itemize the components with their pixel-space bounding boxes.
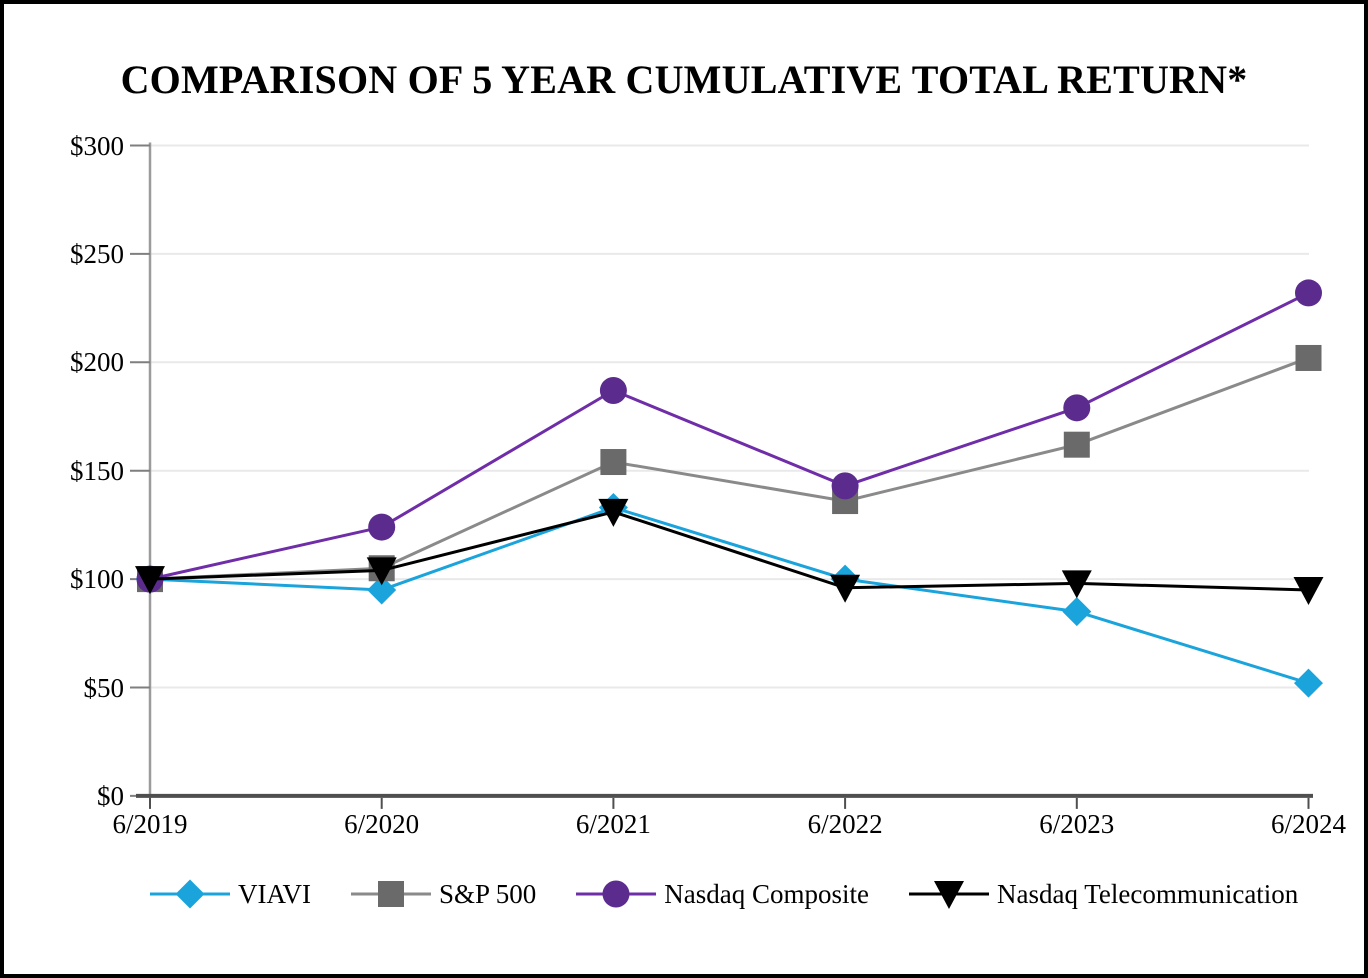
series-line-nasdaq-composite bbox=[149, 291, 1310, 581]
x-axis-tick-label: 6/2022 bbox=[807, 809, 883, 839]
data-point-marker bbox=[135, 566, 165, 595]
legend-item-viavi: VIAVI bbox=[150, 877, 311, 911]
legend-swatch-svg bbox=[909, 881, 990, 909]
x-axis-tick-label: 6/2021 bbox=[575, 809, 651, 839]
data-point-marker bbox=[831, 472, 859, 500]
data-point-marker bbox=[830, 574, 861, 603]
legend-item-nasdaq-composite: Nasdaq Composite bbox=[576, 877, 869, 911]
y-axis-tick-label: $0 bbox=[97, 780, 124, 811]
legend-swatch-svg bbox=[576, 880, 657, 908]
y-axis-tick-label: $100 bbox=[70, 564, 124, 595]
legend-swatch-marker bbox=[378, 881, 404, 907]
data-point-marker bbox=[600, 449, 627, 476]
legend-item-nasdaq-telecommunication: Nasdaq Telecommunication bbox=[909, 877, 1298, 911]
data-point-marker bbox=[368, 513, 396, 541]
x-axis-tick-label: 6/2024 bbox=[1270, 809, 1346, 839]
legend-swatch-svg bbox=[351, 881, 431, 907]
line-chart bbox=[130, 142, 1324, 809]
y-axis-tick-label: $50 bbox=[83, 672, 125, 703]
legend-label: Nasdaq Telecommunication bbox=[997, 878, 1299, 909]
legend-swatch-marker bbox=[602, 880, 630, 908]
nasdaq-composite-circle-swatch-icon bbox=[576, 877, 657, 911]
data-point-marker bbox=[1063, 394, 1091, 422]
y-axis-tick-label: $200 bbox=[70, 347, 124, 378]
x-axis-tick-label: 6/2020 bbox=[344, 809, 420, 839]
data-point-marker bbox=[598, 498, 629, 527]
data-point-marker bbox=[1294, 668, 1323, 698]
nasdaq-telecom-triangle-swatch-icon bbox=[909, 877, 990, 911]
legend-swatch-marker bbox=[934, 881, 965, 909]
data-point-marker bbox=[1063, 431, 1090, 458]
chart-legend: VIAVI S&P 500 Nasdaq Composite Nasdaq Te… bbox=[150, 876, 1298, 912]
x-axis-tick-label: 6/2023 bbox=[1039, 809, 1115, 839]
data-point-marker bbox=[366, 557, 397, 586]
legend-item-sp500: S&P 500 bbox=[351, 877, 536, 911]
series-line-s-p-500 bbox=[149, 356, 1310, 581]
chart-title: COMPARISON OF 5 YEAR CUMULATIVE TOTAL RE… bbox=[120, 57, 1248, 102]
data-point-marker bbox=[1061, 570, 1092, 599]
sp500-square-swatch-icon bbox=[351, 877, 431, 911]
legend-swatch-marker bbox=[175, 879, 205, 909]
y-axis-tick-label: $250 bbox=[70, 238, 124, 269]
legend-label: VIAVI bbox=[238, 878, 311, 909]
viavi-diamond-swatch-icon bbox=[150, 877, 230, 911]
legend-swatch-svg bbox=[150, 879, 230, 909]
y-axis-tick-label: $300 bbox=[70, 130, 124, 161]
data-point-marker bbox=[367, 575, 397, 605]
data-point-marker bbox=[1062, 597, 1092, 627]
y-axis-tick-label: $150 bbox=[70, 455, 124, 486]
legend-label: Nasdaq Composite bbox=[664, 878, 870, 909]
x-axis-tick-label: 6/2019 bbox=[112, 809, 188, 839]
data-point-marker bbox=[599, 376, 627, 404]
data-point-marker bbox=[1295, 344, 1322, 371]
data-point-marker bbox=[1295, 279, 1322, 307]
series-line-viavi bbox=[149, 505, 1309, 685]
series-line-nasdaq-telecommunication bbox=[149, 510, 1309, 592]
data-point-marker bbox=[1293, 576, 1324, 605]
legend-label: S&P 500 bbox=[439, 878, 537, 909]
